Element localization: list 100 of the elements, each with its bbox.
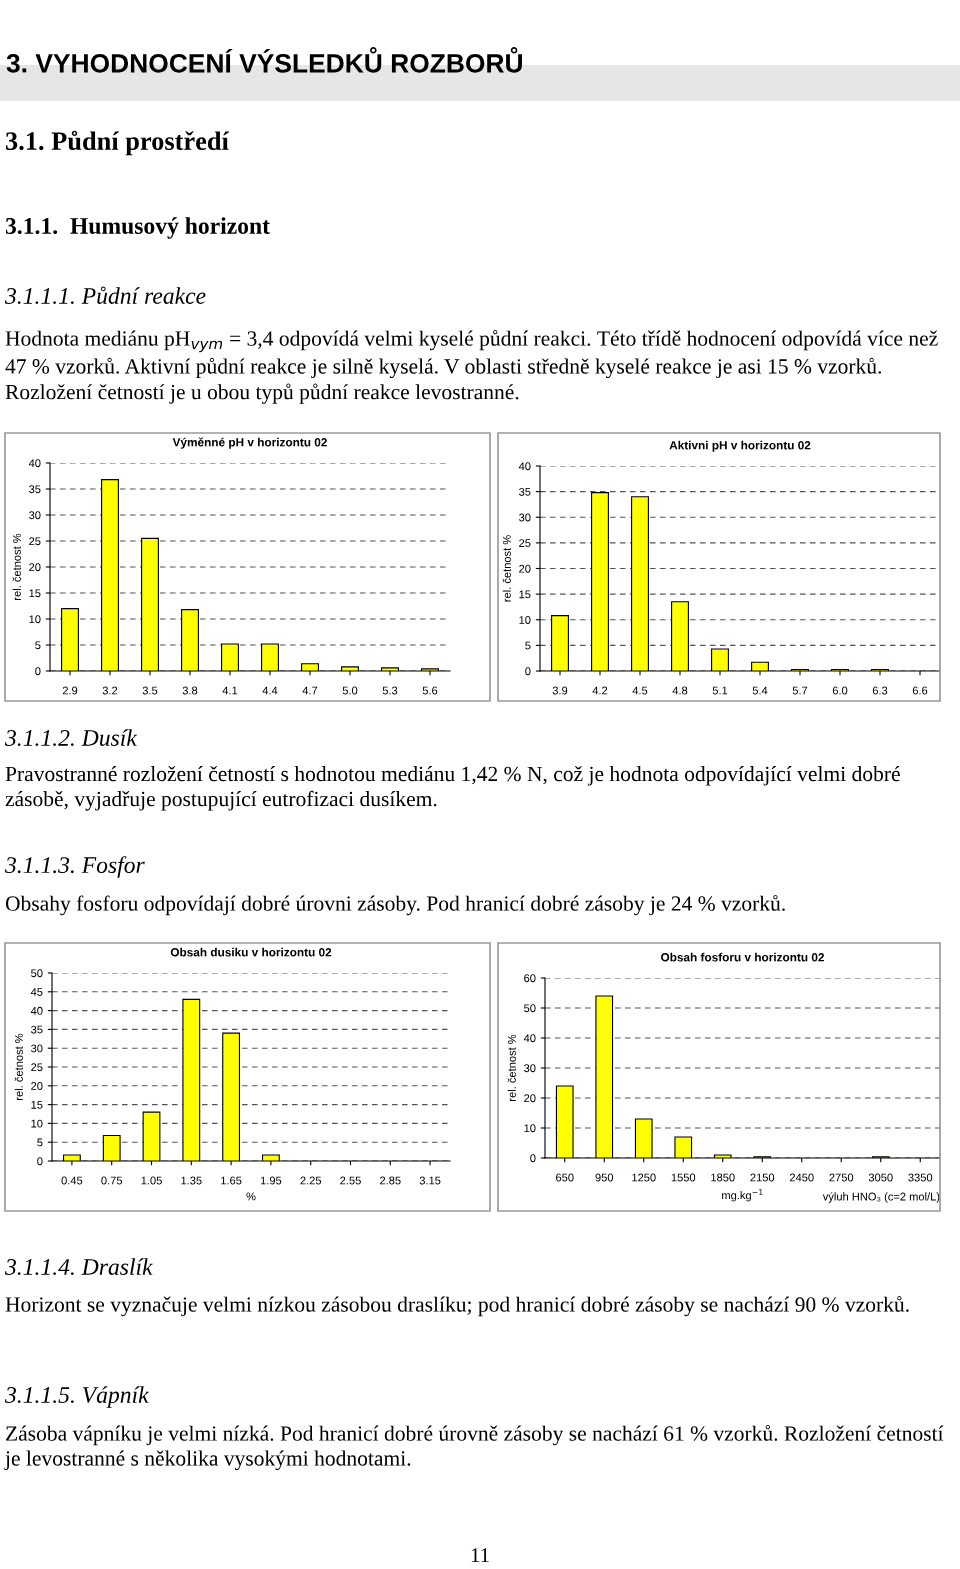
x-tick-label: 5.6 <box>422 686 438 695</box>
y-tick-label: 30 <box>31 1044 43 1053</box>
y-tick-label: 25 <box>29 537 41 546</box>
y-tick-label: 50 <box>31 969 43 978</box>
x-tick-label: 2.25 <box>300 1176 322 1185</box>
x-tick-label: 2750 <box>829 1173 854 1182</box>
y-tick-label: 40 <box>28 459 41 468</box>
y-tick-label: 15 <box>31 1100 43 1109</box>
x-tick-label: 6.6 <box>912 686 928 695</box>
y-tick-label: 10 <box>524 1124 536 1133</box>
x-tick-label: 5.0 <box>342 686 358 695</box>
x-tick-label: 1850 <box>711 1173 735 1182</box>
x-tick-label: 5.3 <box>382 686 398 695</box>
y-tick-label: 10 <box>519 616 531 624</box>
x-tick-label: 6.3 <box>872 686 888 695</box>
chart-title: Aktivni pH v horizontu 02 <box>669 440 811 452</box>
y-tick-label: 0 <box>35 667 41 676</box>
x-tick-label: 1.65 <box>221 1176 242 1185</box>
y-tick-label: 35 <box>31 1025 43 1034</box>
y-tick-label: 5 <box>37 1138 43 1147</box>
x-tick-label: 3.9 <box>552 686 568 695</box>
y-tick-label: 25 <box>31 1063 43 1072</box>
text: Horizont se vyznačuje velmi nízkou zásobou draslíku; pod hranicí dobré zásoby se nachází 90 % vzorků. <box>5 1296 909 1317</box>
x-tick-label: 3050 <box>868 1173 893 1182</box>
x-tick-label: 6.0 <box>832 686 848 695</box>
y-tick-label: 10 <box>31 1119 43 1128</box>
x-tick-label: 1.35 <box>181 1176 202 1185</box>
y-tick-label: 60 <box>524 974 536 983</box>
x-tick-label: 2.55 <box>340 1176 361 1185</box>
y-tick-label: 40 <box>518 462 531 471</box>
text: 11 <box>471 1548 489 1563</box>
text: Zásoba vápníku je velmi nízká. Pod hranicí dobré úrovně zásoby se nachází 61 % vzorků. Rozložení četností je levostranné s několika vysokými hodnotami. <box>4 1425 944 1471</box>
y-tick-label: 5 <box>525 641 531 650</box>
x-tick-label: 4.1 <box>222 686 238 695</box>
x-tick-label: 1250 <box>632 1173 656 1182</box>
text: Obsahy fosforu odpovídají dobré úrovni zásoby. Pod hranicí dobré zásoby je 24 % vzorků. <box>5 895 785 916</box>
y-tick-label: 40 <box>30 1006 43 1015</box>
x-tick-label: 3350 <box>908 1173 933 1182</box>
chart-title: Obsah dusiku v horizontu 02 <box>170 947 332 957</box>
chart-title: Obsah fosforu v horizontu 02 <box>661 952 825 962</box>
y-tick-label: 0 <box>525 667 531 676</box>
text: 3.1.1. Humusový horizont <box>5 217 270 239</box>
y-tick-label: 30 <box>519 513 531 522</box>
text: 3.1.1.2. Dusík <box>4 729 138 747</box>
y-tick-label: 35 <box>29 485 41 494</box>
text: Hodnota mediánu pH$_{vym}$ = 3,4 odpovídá velmi kyselé půdní reakci. Této třídě hodnocení odpovídá více než 47 % vzorků. Aktivní půdní reakce je silně kyselá. V oblasti středně kyselé reakce je asi 15 % vzorků. Rozložení četností je u obou typů půdní reakce levostranné. <box>5 330 938 404</box>
x-tick-label: 2.85 <box>380 1176 401 1185</box>
x-tick-label: 5.7 <box>792 686 808 695</box>
y-axis-title: rel. četnost % <box>507 1034 516 1101</box>
y-tick-label: 35 <box>519 487 531 496</box>
x-tick-label: 650 <box>556 1173 574 1182</box>
x-tick-label: 2.9 <box>62 686 78 695</box>
x-tick-label: 4.7 <box>302 686 318 695</box>
x-tick-label: 4.5 <box>632 686 648 695</box>
x-tick-label: 4.4 <box>262 686 278 695</box>
y-axis-title: rel. četnost % <box>14 1033 23 1100</box>
y-tick-label: 5 <box>35 641 41 650</box>
text: výluh HNO₃ (c=2 mol/L) <box>822 1192 940 1203</box>
text: 3. VYHODNOCENÍ VÝSLEDKŮ ROZBORŮ <box>6 46 522 73</box>
y-tick-label: 15 <box>519 590 531 599</box>
y-tick-label: 15 <box>29 589 41 598</box>
x-tick-label: 4.8 <box>672 686 688 695</box>
x-tick-label: 0.45 <box>61 1176 83 1185</box>
y-tick-label: 0 <box>530 1154 536 1163</box>
y-tick-label: 45 <box>30 988 43 996</box>
x-tick-label: 1.95 <box>260 1176 282 1185</box>
y-tick-label: 10 <box>29 615 41 624</box>
y-tick-label: 30 <box>29 511 41 520</box>
text: 3.1.1.5. Vápník <box>4 1386 149 1408</box>
y-tick-label: 30 <box>524 1064 536 1073</box>
x-axis-title: mg.kg$^{−1}$ <box>722 1189 763 1202</box>
x-tick-label: 3.8 <box>182 686 198 695</box>
text: 3.1.1.4. Draslík <box>4 1258 153 1276</box>
y-tick-label: 0 <box>37 1157 43 1166</box>
x-tick-label: 0.75 <box>101 1176 123 1185</box>
x-tick-label: 1.05 <box>141 1176 162 1185</box>
y-tick-label: 20 <box>31 1082 43 1090</box>
x-tick-label: 3.15 <box>419 1176 441 1185</box>
text: 3.1.1.1. Půdní reakce <box>4 286 206 305</box>
x-tick-label: 950 <box>595 1173 614 1182</box>
y-tick-label: 20 <box>519 564 531 573</box>
x-tick-label: 3.2 <box>102 686 118 695</box>
y-tick-label: 50 <box>524 1004 536 1013</box>
text: 3.1. Půdní prostředí <box>5 130 230 156</box>
y-axis-title: rel. četnost % <box>502 535 511 602</box>
text: Pravostranné rozložení četností s hodnotou mediánu 1,42 % N, což je hodnota odpovídající velmi dobré zásobě, vyjadřuje postupující eutrofizaci dusíkem. <box>5 766 900 811</box>
text: 3.1.1.3. Fosfor <box>4 856 145 878</box>
y-axis-title: rel. četnost % <box>12 533 21 600</box>
x-axis-title: % <box>246 1192 256 1201</box>
x-tick-label: 4.2 <box>592 686 608 695</box>
x-tick-label: 1550 <box>671 1173 696 1182</box>
x-tick-label: 5.1 <box>712 686 728 695</box>
y-tick-label: 40 <box>523 1034 536 1043</box>
x-tick-label: 2450 <box>789 1173 814 1182</box>
x-tick-label: 2150 <box>750 1173 775 1182</box>
chart-title: Výměnné pH v horizontu 02 <box>172 437 327 449</box>
y-tick-label: 20 <box>29 563 41 572</box>
x-tick-label: 3.5 <box>142 686 158 695</box>
x-tick-label: 5.4 <box>752 686 768 695</box>
y-tick-label: 20 <box>524 1094 536 1103</box>
